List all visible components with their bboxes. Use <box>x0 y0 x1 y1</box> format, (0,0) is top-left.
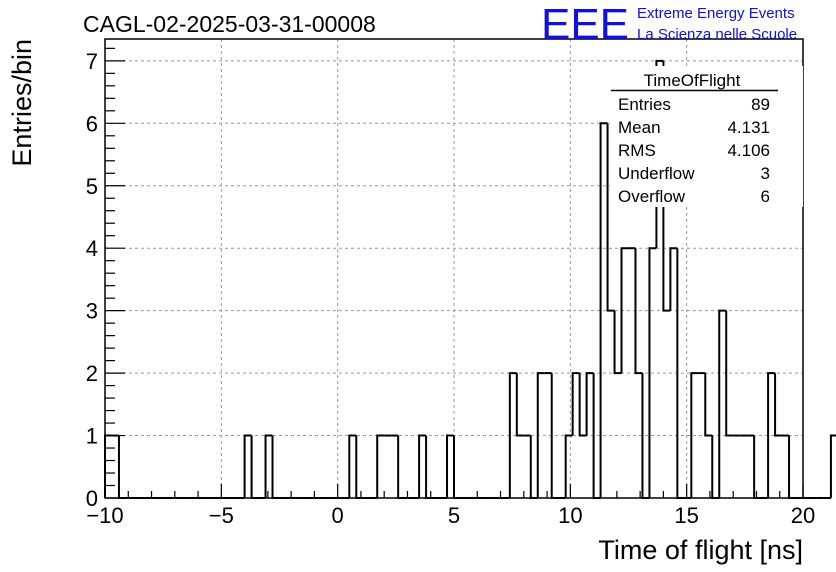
x-tick-label: 10 <box>558 503 582 528</box>
eee-logo: EEE <box>541 0 629 49</box>
stats-row-label: Entries <box>618 95 671 114</box>
histogram-bin <box>767 372 776 498</box>
histogram-bin <box>529 435 538 499</box>
histogram-bin <box>669 247 678 311</box>
histogram-bin <box>704 373 713 437</box>
y-tick-label: 3 <box>86 299 98 324</box>
stats-row-value: 4.131 <box>727 118 770 137</box>
histogram-bin <box>348 434 357 498</box>
histogram-bin <box>606 123 615 312</box>
histogram-bin <box>355 435 364 499</box>
x-tick-label: 20 <box>791 503 815 528</box>
histogram-bin <box>774 373 783 437</box>
y-tick-label: 0 <box>86 486 98 511</box>
logo-line-1: Extreme Energy Events <box>637 5 795 22</box>
axis-ticks <box>104 47 804 499</box>
histogram-bin <box>578 373 587 437</box>
histogram-bin <box>829 434 836 498</box>
histogram-bin <box>418 434 427 498</box>
x-tick-label: 5 <box>448 503 460 528</box>
stats-row-value: 89 <box>751 95 770 114</box>
histogram-bin <box>711 435 720 499</box>
histogram-bin <box>425 435 434 499</box>
histogram-bin <box>648 247 657 498</box>
histogram-bin <box>508 372 517 498</box>
histogram-bin <box>571 372 580 436</box>
stats-box <box>610 66 803 207</box>
y-tick-label: 1 <box>86 424 98 449</box>
histogram-bin <box>250 435 259 499</box>
logo-line-2: La Scienza nelle Scuole <box>637 26 797 43</box>
y-tick-label: 5 <box>86 174 98 199</box>
histogram-bin <box>271 435 280 499</box>
stats-row-label: Mean <box>618 118 661 137</box>
histogram-bin <box>690 372 699 498</box>
histogram-bin <box>753 435 762 499</box>
histogram-bin <box>515 373 524 437</box>
histogram-bin <box>620 247 629 374</box>
histogram-bin <box>725 310 734 437</box>
stats-row-value: 6 <box>761 187 770 206</box>
x-tick-label: −5 <box>209 503 234 528</box>
histogram-bin <box>117 435 126 499</box>
y-tick-label: 6 <box>86 111 98 136</box>
histogram-bin <box>564 434 573 498</box>
histogram-bin <box>536 372 545 498</box>
stats-rows: Entries 89 Mean 4.131 RMS 4.106 Underflow 3 Over… <box>618 95 770 206</box>
y-tick-label: 7 <box>86 49 98 74</box>
x-tick-label: 15 <box>674 503 698 528</box>
histogram-bin <box>376 434 385 498</box>
histogram-bin <box>718 309 727 498</box>
histogram-bin <box>397 435 406 499</box>
axis-tick-labels: −10 −5 0 5 10 15 20 0 1 2 3 4 5 6 7 <box>86 49 815 528</box>
stats-row-label: RMS <box>618 141 656 160</box>
x-tick-label: 0 <box>332 503 344 528</box>
stats-title: TimeOfFlight <box>644 71 741 90</box>
histogram-bin <box>585 372 594 436</box>
stats-row-label: Underflow <box>618 164 695 183</box>
histogram-bin <box>788 435 797 499</box>
histogram-bin <box>104 434 112 498</box>
run-title: CAGL-02-2025-03-31-00008 <box>83 11 376 37</box>
histogram-bin <box>446 434 454 498</box>
histogram-bin <box>243 434 252 498</box>
y-axis-label: Entries/bin <box>7 39 37 167</box>
stats-row-value: 4.106 <box>727 141 770 160</box>
y-tick-label: 2 <box>86 361 98 386</box>
y-tick-label: 4 <box>86 236 98 261</box>
histogram-bin <box>264 434 273 498</box>
histogram-bin <box>613 310 622 375</box>
stats-row-value: 3 <box>761 164 770 183</box>
x-axis-label: Time of flight [ns] <box>598 535 803 565</box>
x-tick-label: −10 <box>86 503 123 528</box>
histogram-bin <box>634 248 643 375</box>
histogram-bin <box>453 435 461 499</box>
stats-row-label: Overflow <box>618 187 686 206</box>
histogram-bin <box>599 122 608 498</box>
